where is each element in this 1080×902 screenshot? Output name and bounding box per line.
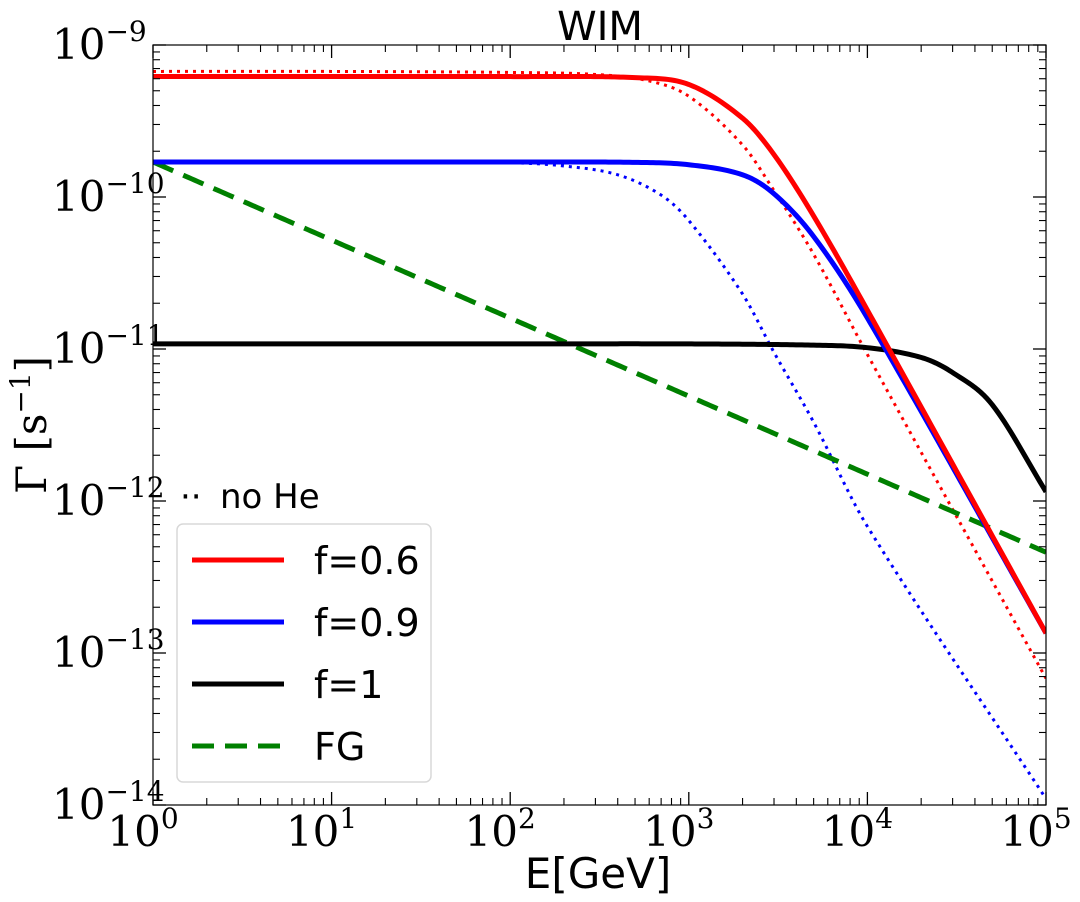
x-tick-exp: 0 bbox=[161, 802, 179, 835]
y-axis-label-exp: −1 bbox=[4, 372, 37, 413]
y-tick-base: 10 bbox=[52, 20, 105, 69]
y-axis-label: Γ [s−1] bbox=[4, 356, 56, 494]
no-he-note-text: no He bbox=[220, 477, 320, 517]
y-tick-base: 10 bbox=[52, 324, 105, 373]
y-tick-exp: −13 bbox=[105, 623, 164, 656]
x-tick-label: 103 bbox=[643, 802, 714, 856]
x-tick-base: 10 bbox=[822, 807, 875, 856]
y-tick-label: 10−9 bbox=[52, 15, 147, 69]
x-tick-exp: 1 bbox=[339, 802, 357, 835]
y-axis-label-close: ] bbox=[7, 356, 56, 372]
y-tick-label: 10−13 bbox=[52, 623, 165, 677]
x-tick-label: 101 bbox=[286, 802, 357, 856]
x-tick-base: 10 bbox=[286, 807, 339, 856]
minor-ticks bbox=[153, 45, 1046, 805]
series-line-f-0-6 bbox=[153, 73, 1046, 635]
x-tick-base: 10 bbox=[465, 807, 518, 856]
y-tick-exp: −10 bbox=[105, 167, 164, 200]
x-tick-label: 105 bbox=[1000, 802, 1071, 856]
no-he-note-symbol: ·· bbox=[180, 477, 202, 517]
y-tick-label: 10−14 bbox=[52, 775, 165, 829]
legend-label: f=0.6 bbox=[314, 539, 420, 583]
legend-box bbox=[176, 523, 432, 783]
y-tick-base: 10 bbox=[52, 628, 105, 677]
chart-title: WIM bbox=[557, 4, 643, 50]
x-tick-label: 104 bbox=[822, 802, 893, 856]
x-tick-exp: 5 bbox=[1054, 802, 1072, 835]
x-tick-exp: 4 bbox=[875, 802, 893, 835]
no-he-note: ·· no He bbox=[180, 477, 320, 517]
legend-label: FG bbox=[314, 725, 365, 769]
legend: f=0.6 f=0.9 f=1 FG bbox=[176, 523, 432, 783]
legend-entries: f=0.6 f=0.9 f=1 FG bbox=[192, 539, 420, 769]
series-line-f-0-9 bbox=[153, 159, 1046, 635]
y-tick-exp: −11 bbox=[105, 319, 164, 352]
y-axis-label-main: Γ [s bbox=[7, 414, 56, 494]
x-axis-label: E[GeV] bbox=[525, 849, 671, 898]
x-tick-labels: 100 101 102 103 104 105 bbox=[107, 802, 1071, 856]
x-tick-label: 102 bbox=[465, 802, 536, 856]
x-tick-exp: 2 bbox=[518, 802, 536, 835]
x-tick-exp: 3 bbox=[697, 802, 715, 835]
series-line-fg bbox=[153, 159, 1046, 555]
y-tick-base: 10 bbox=[52, 780, 105, 829]
plot-frame bbox=[152, 44, 1047, 806]
plot-clip-group bbox=[153, 69, 1046, 800]
series-layer bbox=[153, 69, 1046, 800]
x-tick-base: 10 bbox=[1000, 807, 1053, 856]
y-tick-base: 10 bbox=[52, 476, 105, 525]
x-tick-label: 100 bbox=[107, 802, 178, 856]
legend-label: f=0.9 bbox=[314, 601, 420, 645]
y-tick-label: 10−10 bbox=[52, 167, 165, 221]
y-tick-label: 10−11 bbox=[52, 319, 165, 373]
y-tick-exp: −14 bbox=[105, 775, 164, 808]
x-tick-base: 10 bbox=[107, 807, 160, 856]
y-tick-label: 10−12 bbox=[52, 471, 165, 525]
series-line-f-1 bbox=[153, 341, 1046, 494]
x-tick-base: 10 bbox=[643, 807, 696, 856]
legend-label: f=1 bbox=[314, 663, 383, 707]
y-tick-exp: −12 bbox=[105, 471, 164, 504]
y-tick-exp: −9 bbox=[105, 15, 146, 48]
y-tick-base: 10 bbox=[52, 172, 105, 221]
series-line-f-0-9-no-he bbox=[153, 159, 1046, 800]
